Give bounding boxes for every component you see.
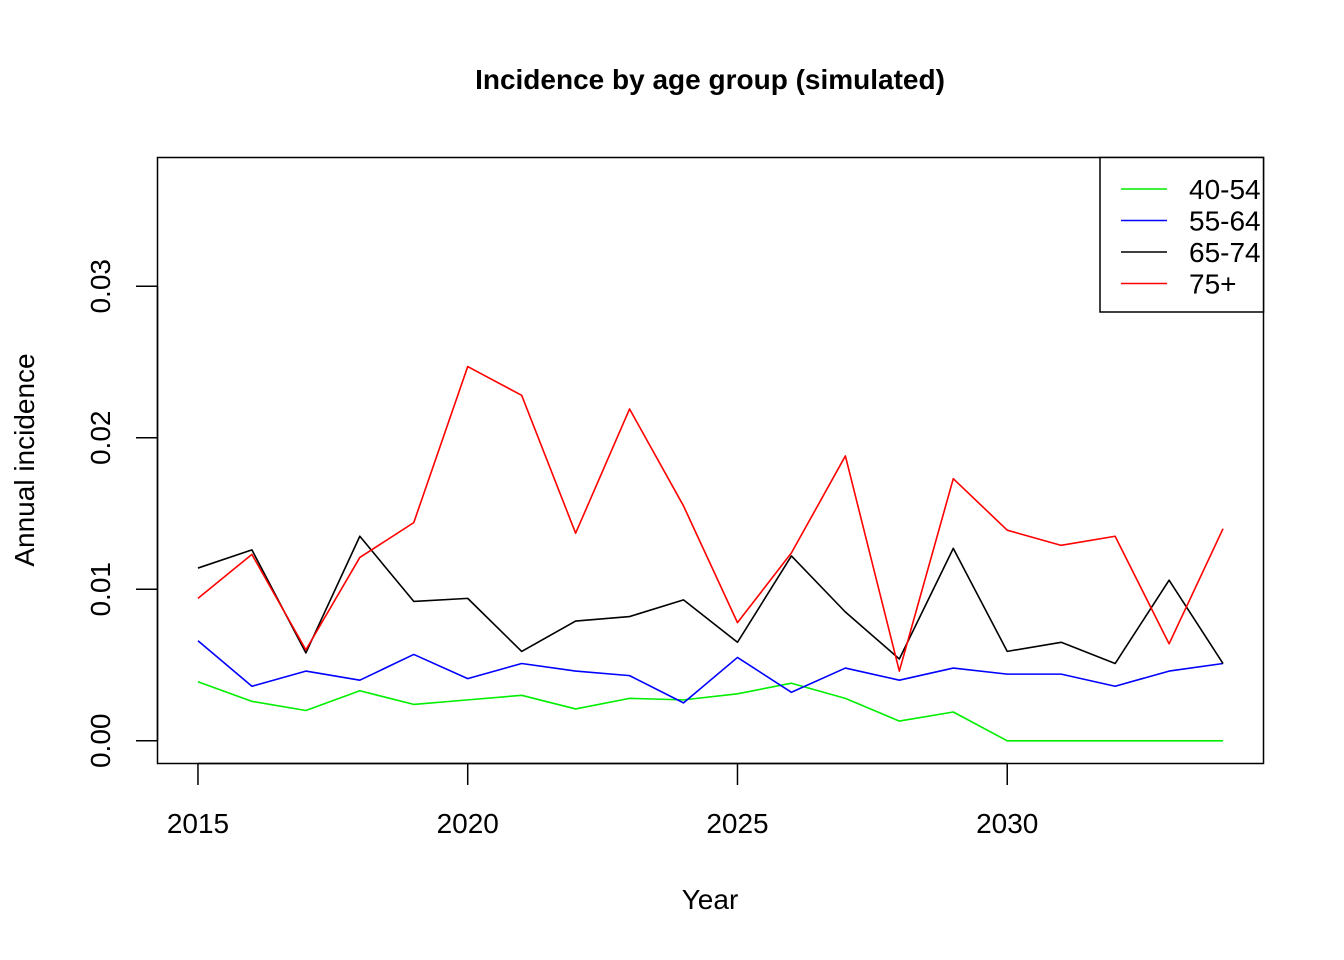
y-tick-label: 0.03 <box>85 259 116 314</box>
series-layer <box>197 365 1224 742</box>
x-axis-label: Year <box>682 884 739 915</box>
y-tick-label: 0.01 <box>85 562 116 617</box>
series-line-75+ <box>197 365 1224 672</box>
chart-title: Incidence by age group (simulated) <box>475 64 945 95</box>
legend-label: 40-54 <box>1189 174 1261 205</box>
plot-frame <box>156 156 1265 765</box>
y-axis: 0.00 0.01 0.02 0.03 <box>85 259 159 769</box>
y-tick-label: 0.00 <box>85 714 116 769</box>
x-tick-label: 2025 <box>706 808 768 839</box>
x-tick-label: 2020 <box>437 808 499 839</box>
legend-label: 75+ <box>1189 269 1237 300</box>
x-tick-label: 2015 <box>167 808 229 839</box>
y-tick-label: 0.02 <box>85 411 116 466</box>
legend-label: 65-74 <box>1189 237 1261 268</box>
series-line-55-64 <box>197 640 1224 704</box>
legend-box <box>1099 156 1265 313</box>
x-axis: 2015 2020 2025 2030 <box>167 762 1038 839</box>
legend-label: 55-64 <box>1189 206 1261 237</box>
series-line-65-74 <box>197 535 1224 665</box>
series-line-40-54 <box>197 680 1224 742</box>
x-tick-label: 2030 <box>976 808 1038 839</box>
y-axis-label: Annual incidence <box>9 353 40 566</box>
